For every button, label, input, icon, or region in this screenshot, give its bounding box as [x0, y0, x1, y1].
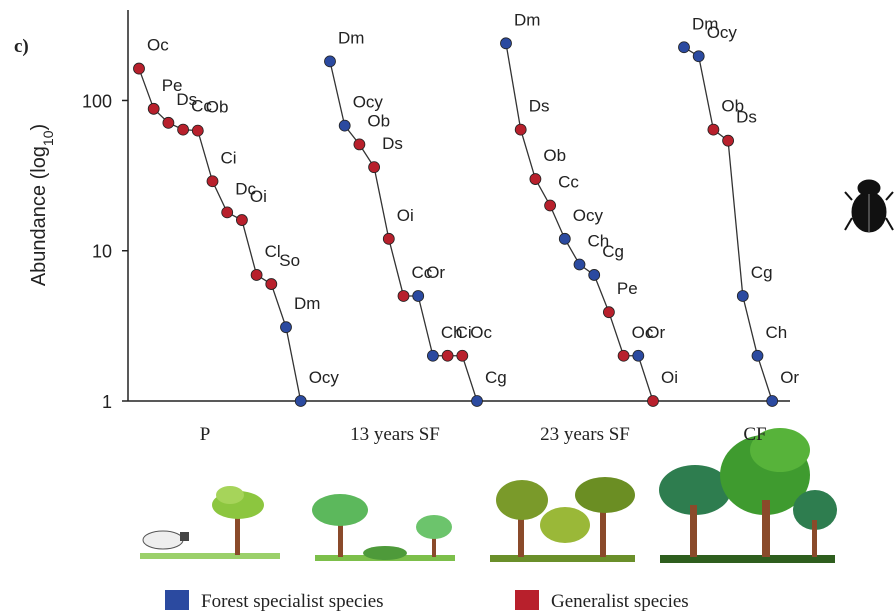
species-label: Oc — [147, 36, 169, 55]
species-label: Ds — [529, 97, 550, 116]
species-point — [222, 207, 233, 218]
species-point — [281, 322, 292, 333]
legend-label: Generalist species — [551, 591, 689, 612]
species-point — [236, 215, 247, 226]
y-tick-label: 1 — [102, 392, 112, 412]
species-point — [427, 350, 438, 361]
panel-name: CF — [743, 424, 766, 445]
rank-line — [330, 61, 477, 401]
species-point — [693, 51, 704, 62]
species-point — [589, 269, 600, 280]
species-label: Ci — [456, 323, 472, 342]
panel-name: 23 years SF — [540, 424, 630, 445]
species-point — [266, 279, 277, 290]
landscape-cf — [659, 428, 837, 563]
species-point — [457, 350, 468, 361]
species-label: Ci — [221, 148, 237, 167]
species-label: Ocy — [707, 23, 738, 42]
y-title-sub: 10 — [40, 130, 56, 146]
species-label: Cg — [751, 263, 773, 282]
species-point — [767, 396, 778, 407]
species-point — [354, 139, 365, 150]
species-point — [134, 63, 145, 74]
species-point — [679, 42, 690, 53]
species-point — [752, 350, 763, 361]
legend-swatch — [515, 590, 539, 610]
species-label: Dm — [514, 10, 540, 29]
panel-name: P — [200, 424, 211, 445]
species-point — [648, 396, 659, 407]
species-point — [737, 290, 748, 301]
species-label: Ds — [736, 108, 757, 127]
species-point — [723, 135, 734, 146]
species-point — [383, 233, 394, 244]
species-point — [442, 350, 453, 361]
species-label: Pe — [617, 279, 638, 298]
rank-line — [139, 69, 301, 401]
species-point — [295, 396, 306, 407]
y-title-text: Abundance (log — [28, 146, 50, 286]
species-label: Cg — [602, 242, 624, 261]
species-label: So — [279, 251, 300, 270]
species-point — [559, 233, 570, 244]
species-label: Ob — [367, 111, 390, 130]
species-label: Or — [426, 263, 445, 282]
species-point — [618, 350, 629, 361]
species-point — [708, 124, 719, 135]
y-tick-label: 100 — [82, 91, 112, 111]
legend-swatch — [165, 590, 189, 610]
species-point — [633, 350, 644, 361]
species-point — [339, 120, 350, 131]
species-label: Ob — [206, 98, 229, 117]
species-point — [603, 307, 614, 318]
species-point — [413, 290, 424, 301]
species-label: Dm — [294, 294, 320, 313]
species-point — [515, 124, 526, 135]
species-point — [192, 125, 203, 136]
y-tick-label: 10 — [92, 242, 112, 262]
legend-label: Forest specialist species — [201, 591, 384, 612]
species-label: Or — [646, 323, 665, 342]
species-label: Ch — [766, 323, 788, 342]
species-label: Ds — [382, 134, 403, 153]
species-label: Cl — [265, 242, 281, 261]
species-label: Ocy — [353, 93, 384, 112]
species-label: Oi — [661, 368, 678, 387]
species-point — [472, 396, 483, 407]
species-point — [148, 103, 159, 114]
species-label: Oc — [470, 323, 492, 342]
species-label: Ocy — [309, 368, 340, 387]
beetle-icon — [845, 180, 893, 232]
species-label: Dm — [338, 28, 364, 47]
y-title-end: ) — [28, 124, 50, 131]
species-point — [325, 56, 336, 67]
species-point — [545, 200, 556, 211]
panel-name: 13 years SF — [350, 424, 440, 445]
species-label: Oi — [397, 206, 414, 225]
species-point — [163, 117, 174, 128]
species-point — [398, 290, 409, 301]
species-label: Or — [780, 368, 799, 387]
species-point — [251, 269, 262, 280]
landscape-23y — [490, 477, 635, 562]
landscape-13y — [312, 494, 455, 561]
species-label: Cg — [485, 368, 507, 387]
species-point — [530, 174, 541, 185]
species-point — [501, 38, 512, 49]
species-point — [574, 259, 585, 270]
y-axis-title: Abundance (log10) — [28, 124, 56, 286]
species-label: Cc — [558, 173, 579, 192]
species-point — [178, 124, 189, 135]
species-point — [369, 162, 380, 173]
landscape-pasture — [140, 486, 280, 559]
species-label: Ocy — [573, 206, 604, 225]
species-label: Ob — [543, 146, 566, 165]
species-point — [207, 176, 218, 187]
panel-label: c) — [14, 36, 29, 57]
chart: c) Abundance (log10) 110100POcPeDsCcObCi… — [0, 0, 896, 615]
species-label: Oi — [250, 187, 267, 206]
